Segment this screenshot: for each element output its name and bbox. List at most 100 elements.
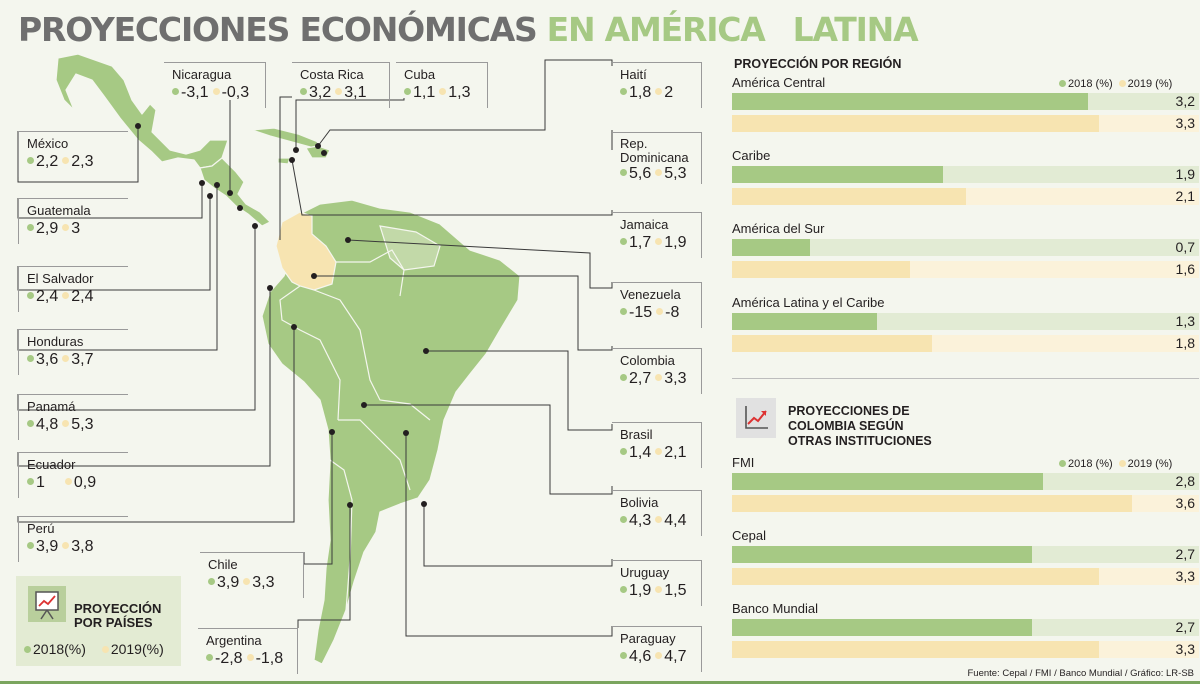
value-2018: -2,8 bbox=[215, 650, 243, 667]
bar-2018 bbox=[732, 313, 877, 330]
bar-2018 bbox=[732, 166, 944, 183]
value-2018: 3,6 bbox=[36, 351, 59, 368]
value-2019: 3,3 bbox=[252, 574, 275, 591]
map-cuba bbox=[251, 127, 319, 149]
page-title: PROYECCIONES ECONÓMICAS EN AMÉRICA LATINA bbox=[18, 8, 919, 52]
value-2019: 4,7 bbox=[664, 648, 687, 665]
value-2018: 4,3 bbox=[629, 512, 652, 529]
legend-label-2019: 2019 (%) bbox=[1127, 458, 1173, 470]
dot-2018 bbox=[620, 586, 627, 594]
dot-2019 bbox=[655, 88, 663, 96]
country-name: Nicaragua bbox=[172, 67, 232, 82]
country-legend: PROYECCIÓN POR PAÍSES 2018(%) 2019(%) bbox=[16, 576, 181, 666]
value-2019: 1,9 bbox=[664, 234, 687, 251]
country-name: Cuba bbox=[404, 67, 436, 82]
value-2018: -15 bbox=[629, 304, 653, 321]
country-brasil: Brasil 1,4 2,1 bbox=[612, 422, 702, 468]
country-name: Venezuela bbox=[620, 287, 681, 302]
dot-2018 bbox=[27, 478, 34, 486]
bar-2018 bbox=[732, 473, 1044, 490]
country-honduras: Honduras 3,6 3,7 bbox=[18, 329, 128, 375]
bar-value-label: 1,6 bbox=[1175, 261, 1195, 277]
institutions-legend: 2018 (%) 2019 (%) bbox=[1059, 458, 1172, 470]
bar-value-label: 1,9 bbox=[1175, 166, 1195, 182]
legend-dot-2018 bbox=[1059, 459, 1066, 467]
bar-track-2019: 1,8 bbox=[732, 335, 1199, 352]
dot-2019 bbox=[62, 157, 70, 165]
dot-2018 bbox=[27, 157, 34, 165]
source-note: Fuente: Cepal / FMI / Banco Mundial / Gr… bbox=[967, 668, 1194, 679]
bar-value-label: 3,2 bbox=[1175, 93, 1195, 109]
bar-2019 bbox=[732, 335, 933, 352]
dot-2019 bbox=[62, 542, 70, 550]
dot-2018 bbox=[620, 308, 627, 316]
value-2018: 3,9 bbox=[217, 574, 240, 591]
bar-2019 bbox=[732, 495, 1133, 512]
country-name: México bbox=[27, 136, 69, 151]
bar-track-2018: 2,7 bbox=[732, 619, 1199, 636]
dot-2019 bbox=[62, 224, 70, 232]
trend-chart-icon bbox=[736, 398, 776, 438]
country-bolivia: Bolivia 4,3 4,4 bbox=[612, 490, 702, 536]
country-colombia: Colombia 2,7 3,3 bbox=[612, 348, 702, 394]
country-name: Honduras bbox=[27, 334, 84, 349]
category-label: Cepal bbox=[732, 528, 766, 543]
dot-2019 bbox=[62, 420, 70, 428]
dot-2018 bbox=[206, 654, 213, 662]
map-central-america bbox=[199, 157, 271, 227]
dot-2018 bbox=[620, 169, 627, 177]
value-2019: -8 bbox=[665, 304, 680, 321]
value-2018: 1,8 bbox=[629, 84, 652, 101]
country-uruguay: Uruguay 1,9 1,5 bbox=[612, 560, 702, 606]
bar-track-2018: 1,9 bbox=[732, 166, 1199, 183]
legend-label-2018: 2018(%) bbox=[33, 641, 86, 657]
value-2019: 2 bbox=[664, 84, 674, 101]
map-guianas bbox=[379, 225, 441, 271]
bar-2018 bbox=[732, 619, 1033, 636]
value-2018: 2,7 bbox=[629, 370, 652, 387]
country-name: Paraguay bbox=[620, 631, 676, 646]
category-label: FMI bbox=[732, 455, 755, 470]
value-2019: 3,7 bbox=[71, 351, 94, 368]
bar-track-2019: 3,6 bbox=[732, 495, 1199, 512]
institutions-title-line-3: OTRAS INSTITUCIONES bbox=[788, 434, 932, 448]
country-venezuela: Venezuela -15 -8 bbox=[612, 282, 702, 328]
category-label: América Latina y el Caribe bbox=[732, 295, 885, 310]
bottom-rule bbox=[0, 681, 1200, 684]
legend-label-2018: 2018 (%) bbox=[1068, 458, 1113, 470]
map-jamaica bbox=[277, 157, 291, 165]
divider bbox=[732, 378, 1199, 379]
value-2018: 1,7 bbox=[629, 234, 652, 251]
dot-2018 bbox=[27, 542, 34, 550]
legend-label-2018: 2018 (%) bbox=[1068, 78, 1113, 90]
dot-2019 bbox=[243, 578, 251, 586]
dot-2019 bbox=[655, 448, 663, 456]
value-2019: 1,5 bbox=[664, 582, 687, 599]
legend-dot-2018 bbox=[1059, 79, 1066, 87]
dot-2018 bbox=[27, 292, 34, 300]
country-chile: Chile 3,9 3,3 bbox=[200, 552, 304, 598]
dot-2018 bbox=[620, 448, 627, 456]
country-name-line-2: Dominicana bbox=[620, 150, 689, 165]
category-label: América del Sur bbox=[732, 221, 825, 236]
dot-2019 bbox=[655, 652, 663, 660]
dot-2018 bbox=[620, 516, 627, 524]
bar-2019 bbox=[732, 568, 1099, 585]
bar-value-label: 3,3 bbox=[1175, 641, 1195, 657]
bar-2018 bbox=[732, 546, 1033, 563]
country-mexico: México 2,2 2,3 bbox=[18, 131, 128, 177]
bar-2019 bbox=[732, 261, 910, 278]
dot-2018 bbox=[620, 652, 627, 660]
country-paraguay: Paraguay 4,6 4,7 bbox=[612, 626, 702, 672]
country-guatemala: Guatemala 2,9 3 bbox=[18, 198, 128, 244]
value-2019: 2,3 bbox=[71, 153, 94, 170]
bar-track-2019: 1,6 bbox=[732, 261, 1199, 278]
value-2018: 1,4 bbox=[629, 444, 652, 461]
country-name-line-1: Rep. bbox=[620, 136, 648, 151]
map-colombia bbox=[275, 211, 337, 291]
value-2018: 1 bbox=[36, 474, 45, 491]
bar-track-2019: 3,3 bbox=[732, 115, 1199, 132]
institutions-title-line-2: COLOMBIA SEGÚN bbox=[788, 419, 904, 433]
value-2019: 3,1 bbox=[344, 84, 367, 101]
